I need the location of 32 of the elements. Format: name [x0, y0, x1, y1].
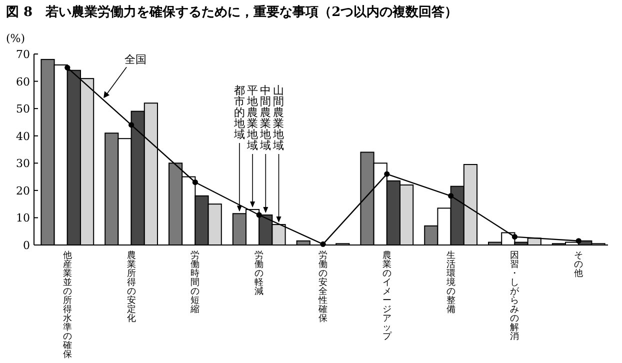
- text: 全国: [124, 53, 147, 66]
- y-tick-label: 70: [16, 48, 30, 61]
- category-label: 他産業並の所得水準の確保: [62, 251, 72, 360]
- y-axis-title: (%): [6, 32, 26, 45]
- point: [448, 193, 454, 199]
- x-tick-label: 労働時間の短縮: [190, 250, 200, 316]
- point: [384, 171, 390, 177]
- x-tick-label: 労働の軽減: [254, 250, 264, 298]
- x-tick-label: その他: [574, 251, 584, 280]
- point: [128, 122, 134, 128]
- y-tick-label: 40: [16, 130, 30, 143]
- chart-title: 図 8 若い農業労働力を確保するために，重要な事項（2つ以内の複数回答）: [6, 4, 458, 20]
- y-tick-label: 60: [16, 75, 30, 88]
- point: [576, 238, 582, 244]
- y-tick-label: 0: [23, 239, 30, 252]
- text: 山間農業地域: [272, 84, 284, 152]
- point: [256, 212, 262, 218]
- category-label: 農業のイメージアップ: [382, 251, 392, 342]
- category-label: 因習・しがらみの解消: [510, 251, 520, 342]
- x-tick-label: 労働の安全性確保: [318, 250, 328, 324]
- y-tick-label: 20: [16, 184, 30, 198]
- y-tick-label: 30: [16, 157, 30, 170]
- y-tick-label: 10: [16, 212, 30, 225]
- point: [512, 234, 518, 240]
- point: [192, 179, 198, 186]
- x-tick-label: 生活環境の整備: [445, 250, 456, 316]
- x-tick-label: 農業所得の安定化: [126, 250, 136, 324]
- y-tick-label: 50: [16, 102, 30, 116]
- text: 平地農業地域: [246, 84, 258, 152]
- text: 都市的地域: [232, 84, 245, 141]
- text: 中間農業地域: [259, 84, 272, 152]
- point: [64, 64, 70, 70]
